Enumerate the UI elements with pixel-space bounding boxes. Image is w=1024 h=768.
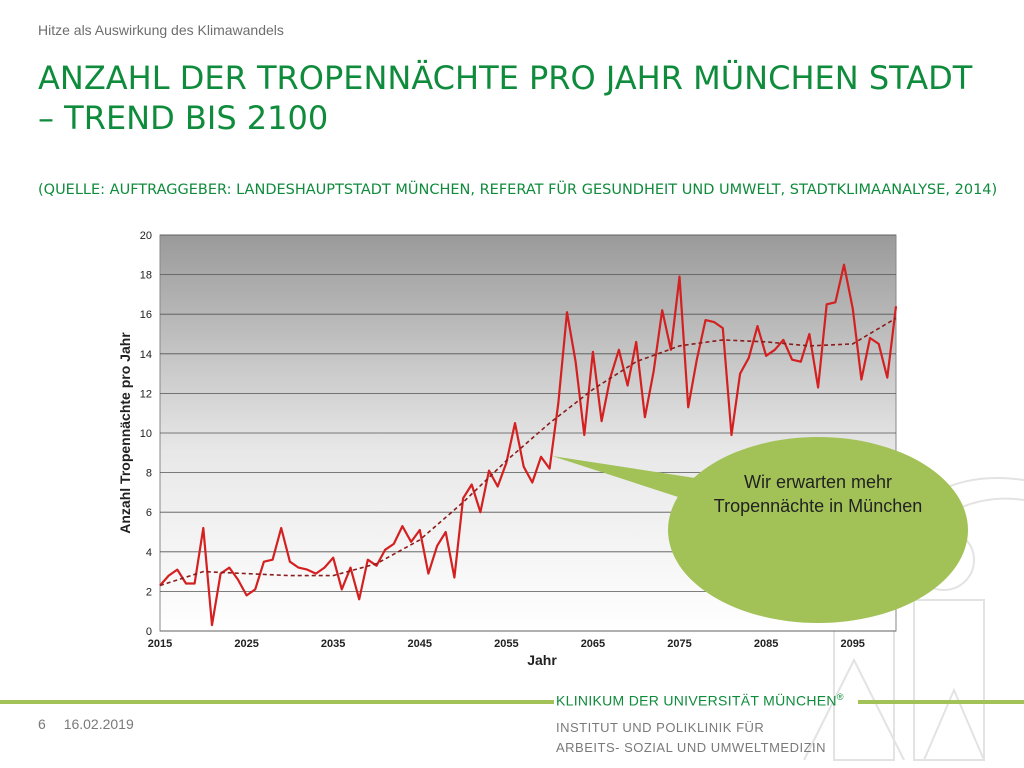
x-axis-label: Jahr [527,652,557,668]
x-tick-label: 2045 [408,638,432,650]
y-tick-label: 2 [146,586,152,598]
department-name: INSTITUT UND POLIKLINIK FÜR ARBEITS- SOZ… [556,718,826,758]
x-tick-label: 2095 [840,638,864,650]
department-line-1: INSTITUT UND POLIKLINIK FÜR [556,720,765,735]
x-tick-label: 2025 [234,638,258,650]
y-tick-label: 8 [146,468,152,480]
registered-mark: ® [836,692,844,702]
footer-divider-left [0,700,554,704]
slide-kicker: Hitze als Auswirkung des Klimawandels [38,22,284,38]
x-tick-label: 2065 [581,638,605,650]
y-tick-label: 6 [146,507,152,519]
y-tick-label: 16 [140,309,152,321]
y-tick-label: 12 [140,388,152,400]
source-note: (QUELLE: AUFTRAGGEBER: LANDESHAUPTSTADT … [38,182,998,198]
y-tick-label: 0 [146,626,152,638]
footer-meta: 6 16.02.2019 [38,716,148,732]
y-axis-label: Anzahl Tropennächte pro Jahr [117,332,133,534]
x-tick-label: 2035 [321,638,345,650]
page-number: 6 [38,716,46,732]
x-tick-label: 2085 [754,638,778,650]
y-tick-label: 20 [140,230,152,242]
x-tick-label: 2055 [494,638,518,650]
slide-title: ANZAHL DER TROPENNÄCHTE PRO JAHR MÜNCHEN… [38,59,973,137]
trend-line [159,317,897,587]
annual-values-line [159,263,898,627]
slide-date: 16.02.2019 [63,716,134,732]
y-tick-label: 18 [140,270,152,282]
organization-name: KLINIKUM DER UNIVERSITÄT MÜNCHEN® [556,692,844,709]
x-tick-label: 2015 [148,638,172,650]
footer-divider-right [858,700,1024,704]
y-tick-label: 10 [140,428,152,440]
organization-label: KLINIKUM DER UNIVERSITÄT MÜNCHEN [556,692,837,709]
x-tick-label: 2075 [667,638,691,650]
y-tick-label: 4 [146,547,152,559]
department-line-2: ARBEITS- SOZIAL UND UMWELTMEDIZIN [556,740,827,755]
callout-text: Wir erwarten mehr Tropennächte in Münche… [713,472,923,516]
y-tick-label: 14 [140,349,152,361]
